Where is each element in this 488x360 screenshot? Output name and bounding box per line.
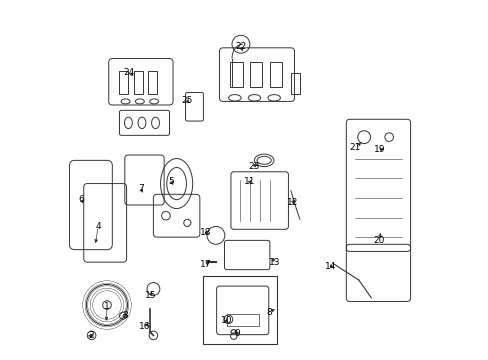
- Text: 12: 12: [286, 198, 298, 207]
- Text: 3: 3: [122, 311, 127, 320]
- Text: 9: 9: [234, 329, 240, 338]
- Text: 4: 4: [95, 222, 101, 231]
- Text: 1: 1: [104, 302, 110, 311]
- Text: 15: 15: [145, 291, 156, 300]
- Bar: [226, 314, 258, 327]
- Text: 21: 21: [349, 143, 360, 152]
- Bar: [249, 62, 262, 87]
- Text: 10: 10: [221, 316, 232, 325]
- Text: 20: 20: [373, 235, 385, 244]
- Text: 2: 2: [89, 331, 94, 340]
- Text: 13: 13: [268, 258, 280, 267]
- Text: 24: 24: [123, 68, 135, 77]
- Bar: [134, 71, 142, 94]
- Bar: [203, 276, 276, 344]
- Text: 25: 25: [181, 96, 193, 105]
- Text: 17: 17: [200, 260, 211, 269]
- Bar: [230, 62, 242, 87]
- Bar: [148, 71, 157, 94]
- Bar: [119, 71, 128, 94]
- Bar: [269, 62, 282, 87]
- Text: 19: 19: [373, 145, 385, 154]
- Text: 5: 5: [168, 177, 174, 186]
- Text: 7: 7: [138, 184, 143, 193]
- Text: 11: 11: [244, 177, 255, 186]
- Text: 16: 16: [139, 322, 151, 331]
- Bar: [290, 73, 299, 94]
- Text: 22: 22: [235, 42, 246, 51]
- Text: 8: 8: [266, 308, 272, 317]
- Text: 14: 14: [324, 262, 335, 271]
- Text: 6: 6: [78, 195, 84, 204]
- Text: 18: 18: [200, 228, 211, 237]
- Text: 23: 23: [248, 162, 259, 171]
